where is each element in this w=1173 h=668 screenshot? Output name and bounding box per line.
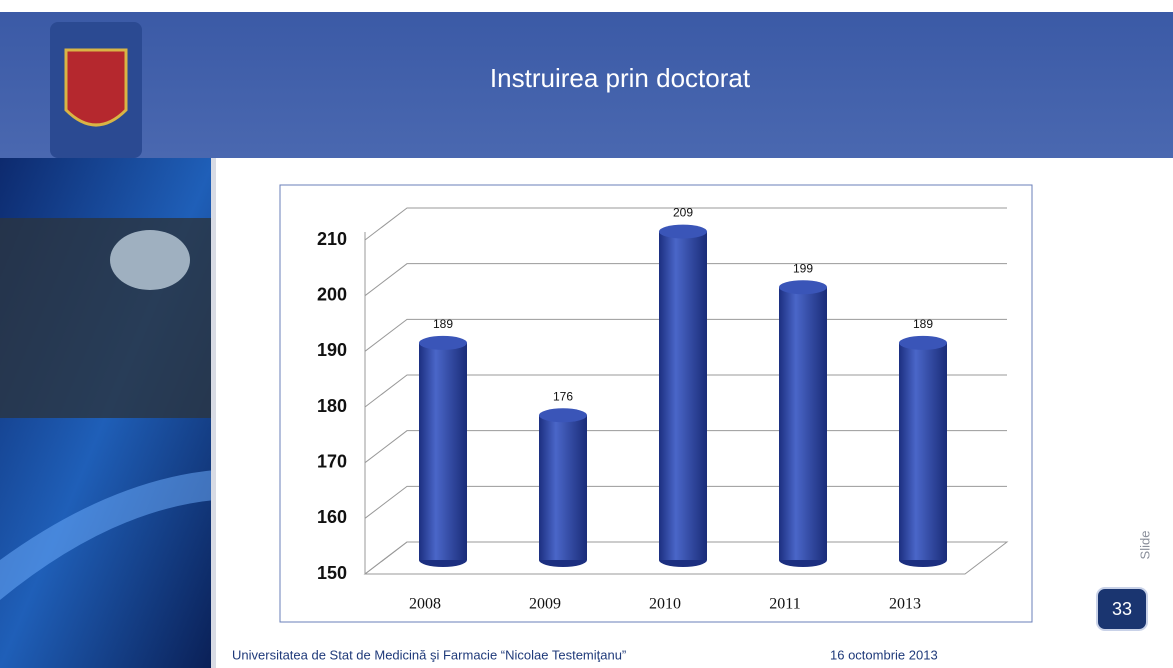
y-tick-label: 170 bbox=[317, 451, 347, 471]
y-tick-label: 200 bbox=[317, 284, 347, 304]
grid-line bbox=[364, 263, 1007, 297]
bar-top bbox=[899, 335, 947, 350]
header-band bbox=[0, 12, 1173, 158]
data-label: 189 bbox=[913, 317, 933, 331]
bar-top bbox=[779, 280, 827, 295]
slide-title: Instruirea prin doctorat bbox=[490, 63, 751, 93]
bar bbox=[539, 415, 587, 560]
bar-top bbox=[659, 224, 707, 239]
wave bbox=[0, 470, 215, 600]
data-label: 176 bbox=[553, 389, 573, 403]
data-label: 189 bbox=[433, 317, 453, 331]
y-tick-label: 180 bbox=[317, 396, 347, 416]
x-tick-label: 2008 bbox=[409, 596, 441, 613]
y-tick-label: 160 bbox=[317, 507, 347, 527]
x-tick-label: 2013 bbox=[889, 596, 921, 613]
bar bbox=[899, 342, 947, 560]
footer-right: 16 octombrie 2013 bbox=[830, 647, 938, 662]
bar bbox=[659, 231, 707, 561]
y-tick-label: 150 bbox=[317, 563, 347, 583]
grid-line bbox=[364, 207, 1007, 241]
bar bbox=[419, 342, 467, 560]
bar-top bbox=[419, 335, 467, 350]
data-label: 209 bbox=[673, 206, 693, 220]
x-tick-label: 2009 bbox=[529, 596, 561, 613]
slide-label: Slide bbox=[1137, 531, 1152, 560]
data-label: 199 bbox=[793, 261, 813, 275]
photo-cap bbox=[110, 230, 190, 290]
slide-number-box bbox=[1096, 587, 1148, 631]
divider bbox=[211, 158, 216, 668]
x-tick-label: 2011 bbox=[769, 596, 800, 613]
bar bbox=[779, 287, 827, 560]
x-tick-label: 2010 bbox=[649, 596, 681, 613]
y-tick-label: 210 bbox=[317, 229, 347, 249]
y-tick-label: 190 bbox=[317, 340, 347, 360]
footer-left: Universitatea de Stat de Medicină şi Far… bbox=[232, 647, 626, 662]
slide-number: 33 bbox=[1112, 599, 1132, 619]
bar-top bbox=[539, 408, 587, 423]
logo bbox=[64, 48, 128, 127]
